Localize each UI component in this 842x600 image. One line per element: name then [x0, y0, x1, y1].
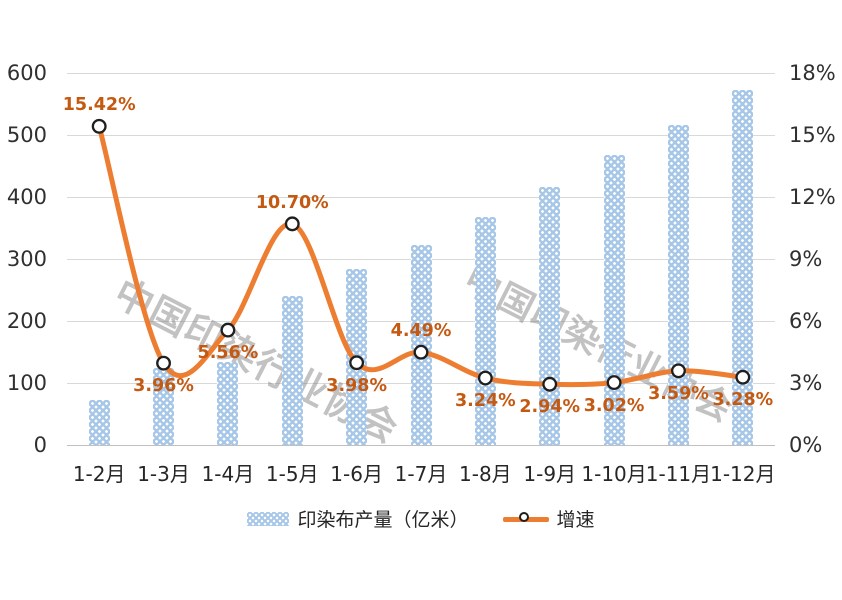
- legend-item-growth: 增速: [502, 505, 595, 532]
- data-label-1-3月: 3.96%: [133, 376, 194, 397]
- data-label-1-11月: 3.59%: [648, 383, 709, 404]
- bar-series-swatch: [247, 511, 290, 526]
- line-marker-1-2月: [91, 118, 107, 134]
- line-marker-1-9月: [542, 376, 558, 392]
- left-axis-tick-label: 500: [6, 123, 47, 147]
- x-axis-tick-label: 1-4月: [201, 462, 255, 486]
- bar-1-12月: [732, 89, 754, 445]
- line-series-swatch: [502, 511, 549, 526]
- x-axis-tick-label: 1-5月: [265, 462, 319, 486]
- left-axis-tick-label: 100: [6, 371, 47, 395]
- line-marker-1-12月: [735, 369, 751, 385]
- x-axis-tick-label: 1-12月: [710, 462, 776, 486]
- data-label-1-6月: 3.98%: [326, 375, 387, 396]
- x-axis-tick-label: 1-11月: [645, 462, 712, 486]
- bar-1-11月: [667, 125, 689, 445]
- data-label-1-12月: 3.28%: [712, 390, 774, 411]
- line-marker-1-8月: [477, 370, 493, 386]
- line-marker-1-7月: [413, 344, 429, 360]
- left-axis-tick-label: 600: [6, 61, 47, 85]
- line-marker-1-11月: [671, 363, 686, 379]
- bar-1-5月: [281, 296, 303, 445]
- left-axis-tick-label: 400: [6, 185, 47, 209]
- x-axis-tick-label: 1-6月: [330, 462, 383, 486]
- bar-1-8月: [474, 216, 496, 445]
- gridline: [67, 197, 775, 198]
- legend-line-marker-icon: [518, 511, 529, 522]
- data-label-1-7月: 4.49%: [390, 321, 452, 342]
- data-label-1-2月: 15.42%: [62, 95, 136, 116]
- right-axis-tick-label: 0%: [789, 433, 823, 457]
- bar-1-4月: [217, 361, 239, 445]
- data-label-1-5月: 10.70%: [255, 192, 329, 213]
- line-marker-1-10月: [606, 375, 622, 391]
- x-axis-tick-label: 1-9月: [523, 462, 577, 486]
- right-axis-tick-label: 6%: [789, 309, 823, 333]
- line-marker-1-4月: [220, 322, 236, 338]
- bar-1-2月: [88, 399, 110, 445]
- data-label-1-4月: 5.56%: [197, 343, 259, 364]
- data-label-1-10月: 3.02%: [583, 395, 645, 416]
- line-marker-1-3月: [156, 355, 171, 371]
- line-series-label: 增速: [556, 509, 595, 531]
- right-axis-tick-label: 18%: [789, 61, 836, 85]
- bar-series-label: 印染布产量（亿米）: [297, 509, 469, 531]
- gridline: [67, 135, 775, 136]
- bar-1-3月: [153, 367, 175, 445]
- right-axis-tick-label: 15%: [789, 123, 836, 147]
- right-axis-tick-label: 3%: [789, 371, 823, 395]
- data-label-1-9月: 2.94%: [519, 397, 581, 418]
- left-axis-tick-label: 300: [6, 247, 47, 271]
- line-marker-1-6月: [349, 355, 365, 371]
- left-axis-tick-label: 200: [6, 309, 47, 333]
- left-axis-tick-label: 0: [33, 433, 47, 457]
- x-axis-tick-label: 1-3月: [137, 462, 190, 486]
- x-axis-tick-label: 1-10月: [581, 462, 647, 486]
- bar-1-10月: [603, 155, 625, 445]
- x-axis-tick-label: 1-8月: [459, 462, 512, 486]
- x-axis-line: [67, 445, 775, 446]
- data-label-1-8月: 3.24%: [455, 391, 516, 412]
- legend: 印染布产量（亿米） 增速: [0, 505, 842, 532]
- right-axis-tick-label: 12%: [789, 185, 836, 209]
- x-axis-tick-label: 1-2月: [72, 462, 126, 486]
- line-marker-1-5月: [284, 216, 300, 232]
- gridline: [67, 73, 775, 74]
- right-axis-tick-label: 9%: [789, 247, 823, 271]
- x-axis-tick-label: 1-7月: [394, 462, 448, 486]
- legend-item-production: 印染布产量（亿米）: [247, 505, 469, 532]
